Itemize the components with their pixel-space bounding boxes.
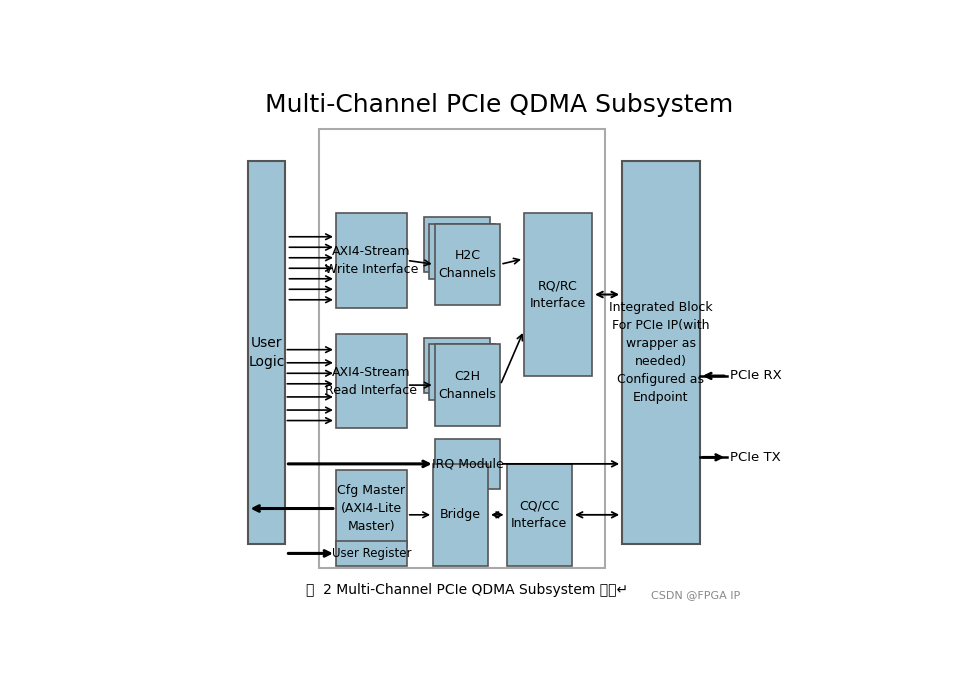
Text: RQ/RC
Interface: RQ/RC Interface [530, 279, 586, 310]
Text: 图  2 Multi-Channel PCIe QDMA Subsystem 概述↵: 图 2 Multi-Channel PCIe QDMA Subsystem 概述… [306, 583, 629, 597]
Text: User Register: User Register [332, 547, 411, 560]
Text: AXI4-Stream
Write Interface: AXI4-Stream Write Interface [325, 245, 418, 276]
FancyBboxPatch shape [433, 464, 488, 566]
FancyBboxPatch shape [336, 334, 407, 428]
FancyBboxPatch shape [622, 160, 700, 544]
Text: C2H
Channels: C2H Channels [439, 370, 496, 400]
Text: CSDN @FPGA IP: CSDN @FPGA IP [651, 591, 740, 600]
Text: IRQ Module: IRQ Module [432, 458, 503, 471]
Text: Cfg Master
(AXI4-Lite
Master): Cfg Master (AXI4-Lite Master) [338, 484, 406, 533]
FancyBboxPatch shape [424, 217, 489, 272]
Text: User
Logic: User Logic [248, 336, 285, 369]
Text: PCIe RX: PCIe RX [730, 370, 781, 383]
FancyBboxPatch shape [523, 213, 593, 376]
Text: AXI4-Stream
Read Interface: AXI4-Stream Read Interface [325, 366, 417, 397]
FancyBboxPatch shape [248, 160, 285, 544]
FancyBboxPatch shape [319, 129, 605, 567]
Text: PCIe TX: PCIe TX [730, 451, 780, 464]
FancyBboxPatch shape [435, 224, 500, 305]
FancyBboxPatch shape [429, 224, 495, 279]
Text: H2C: H2C [450, 231, 474, 241]
Text: CQ/CC
Interface: CQ/CC Interface [511, 499, 567, 531]
FancyBboxPatch shape [336, 213, 407, 308]
Text: H2C
Channels: H2C Channels [439, 249, 496, 280]
Text: Bridge: Bridge [440, 508, 481, 521]
Text: C2H: C2H [450, 353, 474, 362]
FancyBboxPatch shape [429, 344, 495, 400]
FancyBboxPatch shape [435, 344, 500, 426]
Text: H2C: H2C [446, 224, 469, 235]
FancyBboxPatch shape [336, 541, 407, 566]
Text: Integrated Block
For PCIe IP(with
wrapper as
needed)
Configured as
Endpoint: Integrated Block For PCIe IP(with wrappe… [609, 301, 713, 404]
FancyBboxPatch shape [424, 338, 489, 393]
FancyBboxPatch shape [507, 464, 572, 566]
Text: C2H: C2H [446, 346, 469, 355]
Text: Multi-Channel PCIe QDMA Subsystem: Multi-Channel PCIe QDMA Subsystem [265, 93, 733, 117]
FancyBboxPatch shape [435, 439, 500, 489]
FancyBboxPatch shape [336, 471, 407, 546]
